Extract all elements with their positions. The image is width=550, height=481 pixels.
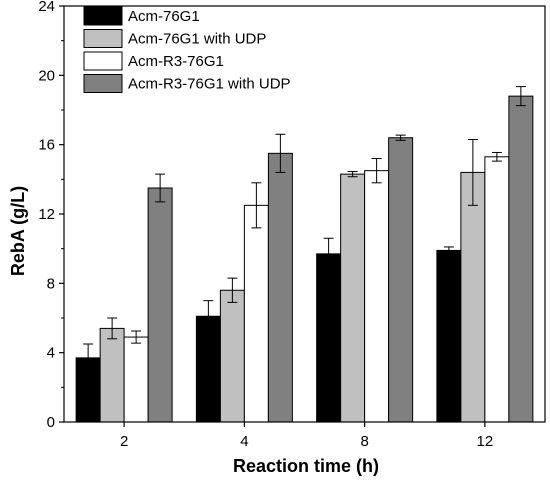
bar-2-series-2	[99, 327, 125, 423]
bar-8-series-4	[388, 137, 414, 423]
y-tick-label: 12	[38, 206, 55, 223]
legend-label-2: Acm-76G1 with UDP	[128, 31, 266, 48]
legend-label-4: Acm-R3-76G1 with UDP	[128, 76, 291, 93]
error-bars-layer	[83, 86, 526, 373]
bar-8-series-2	[340, 173, 366, 423]
y-tick-label: 4	[47, 345, 55, 362]
x-axis-title: Reaction time (h)	[233, 456, 379, 476]
x-tick-label-8: 8	[360, 433, 368, 450]
bar-12-series-4	[508, 95, 534, 423]
bar-4-series-1	[195, 315, 221, 423]
x-tick-label-12: 12	[477, 433, 494, 450]
bars-layer	[75, 95, 534, 423]
bar-2-series-4	[147, 187, 173, 423]
y-tick-label: 20	[38, 67, 55, 84]
legend-swatch-3	[83, 51, 123, 71]
bar-12-series-3	[484, 156, 510, 423]
legend-swatch-2	[83, 29, 123, 48]
bar-2-series-3	[123, 336, 149, 423]
y-tick-label: 24	[38, 0, 55, 15]
y-tick-label: 8	[47, 275, 55, 292]
legend-label-1: Acm-76G1	[128, 8, 200, 25]
bar-12-series-2	[460, 171, 486, 423]
bar-4-series-4	[267, 152, 293, 423]
bar-12-series-1	[436, 249, 462, 423]
y-tick-label: 16	[38, 137, 55, 154]
x-tick-label-2: 2	[120, 433, 128, 450]
legend: Acm-76G1 Acm-76G1 with UDP Acm-R3-76G1 Acm-…	[83, 6, 291, 93]
bar-4-series-2	[219, 289, 245, 423]
x-tick-label-4: 4	[240, 433, 248, 450]
legend-swatch-4	[83, 74, 123, 93]
bar-8-series-1	[316, 253, 342, 423]
bar-8-series-3	[364, 170, 390, 423]
bar-4-series-3	[243, 204, 269, 423]
y-tick-label: 0	[47, 414, 55, 431]
legend-label-3: Acm-R3-76G1	[128, 53, 224, 70]
legend-swatch-1	[83, 6, 123, 26]
y-axis-title: RebA (g/L)	[8, 186, 28, 276]
